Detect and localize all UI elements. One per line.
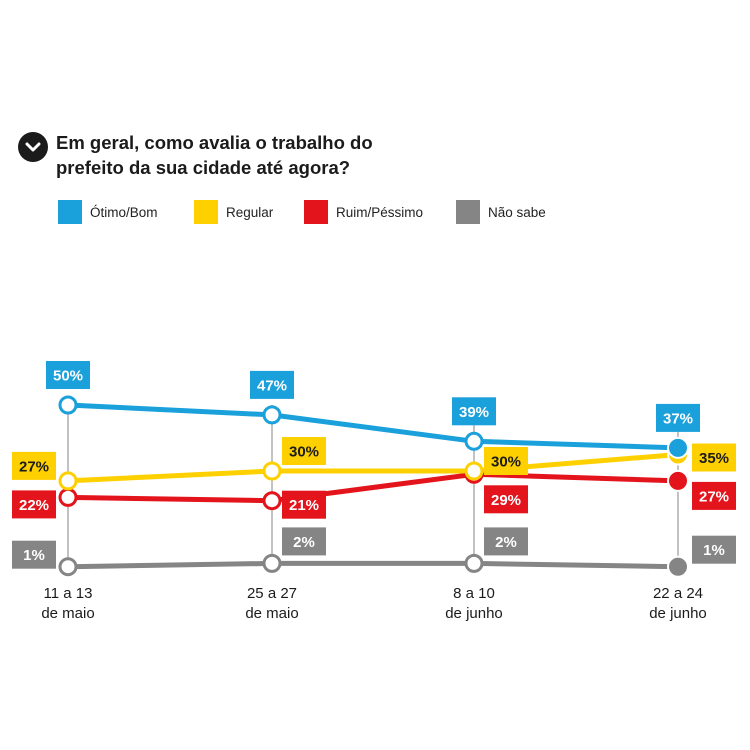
value-label: 30% <box>289 444 319 461</box>
data-point <box>58 557 78 577</box>
value-label-box <box>282 437 326 465</box>
data-point <box>667 555 689 578</box>
value-label: 27% <box>699 488 729 505</box>
value-label: 21% <box>289 497 319 514</box>
value-label-box <box>12 540 56 569</box>
data-point <box>58 471 78 491</box>
value-label-box <box>484 485 528 514</box>
legend-swatch <box>58 200 82 224</box>
x-tick-label: 25 a 27 <box>247 585 297 602</box>
data-point <box>262 405 282 425</box>
value-label: 29% <box>491 492 521 509</box>
value-label: 47% <box>257 377 287 394</box>
value-label-box <box>692 535 736 564</box>
series-line-3 <box>65 560 681 570</box>
legend-swatch <box>304 200 328 224</box>
value-label: 50% <box>53 368 83 385</box>
series-line-1 <box>65 452 681 484</box>
legend-item-otimo-bom: Ótimo/Bom <box>58 200 194 224</box>
value-label-box <box>282 490 326 519</box>
x-tick-label: de maio <box>41 605 94 622</box>
data-point <box>262 553 282 573</box>
x-tick-label: 11 a 13 <box>44 585 93 602</box>
data-point <box>667 436 689 459</box>
data-point <box>262 461 282 481</box>
chevron-down-icon[interactable] <box>18 132 48 162</box>
data-point <box>262 491 282 511</box>
legend-item-nao-sabe: Não sabe <box>456 200 546 224</box>
value-label: 37% <box>663 410 693 427</box>
series-line-0 <box>65 402 681 451</box>
legend-label: Não sabe <box>488 204 546 220</box>
value-label-box <box>484 527 528 556</box>
data-point <box>58 487 78 507</box>
value-label: 2% <box>293 534 315 551</box>
legend-item-regular: Regular <box>194 200 304 224</box>
value-label-box <box>12 451 56 480</box>
value-label: 35% <box>699 450 729 467</box>
value-label-box <box>46 361 90 389</box>
data-point <box>667 469 689 492</box>
legend-swatch <box>194 200 218 224</box>
value-label-box <box>250 370 294 399</box>
x-tick-label: de junho <box>649 605 707 622</box>
legend-label: Ruim/Péssimo <box>336 204 424 220</box>
legend-item-ruim-pessimo: Ruim/Péssimo <box>304 200 456 224</box>
value-label-box <box>656 403 700 432</box>
value-label: 22% <box>19 497 49 514</box>
legend-label: Regular <box>226 204 274 220</box>
x-tick-label: de maio <box>245 605 298 622</box>
value-label-box <box>692 443 736 472</box>
value-label: 2% <box>495 534 517 551</box>
value-label-box <box>484 447 528 475</box>
data-point <box>58 395 78 415</box>
legend-label: Ótimo/Bom <box>90 204 158 220</box>
legend-swatch <box>456 200 480 224</box>
value-label-box <box>12 490 56 519</box>
data-point <box>464 553 484 573</box>
x-tick-label: de junho <box>445 605 503 622</box>
x-tick-label: 22 a 24 <box>653 585 703 602</box>
chart-header: Em geral, como avalia o trabalho do pref… <box>18 130 396 180</box>
value-label-box <box>282 527 326 556</box>
legend: Ótimo/Bom Regular Ruim/Péssimo Não sabe <box>58 200 546 224</box>
chart-title: Em geral, como avalia o trabalho do pref… <box>56 132 373 178</box>
value-label: 1% <box>703 542 725 559</box>
value-label: 30% <box>491 454 521 471</box>
x-tick-label: 8 a 10 <box>453 585 495 602</box>
data-point <box>464 431 484 451</box>
value-label-box <box>452 397 496 426</box>
value-label: 39% <box>459 404 489 421</box>
data-point <box>464 461 484 481</box>
value-label: 27% <box>19 458 49 475</box>
value-label-box <box>692 481 736 510</box>
value-label: 1% <box>23 547 45 564</box>
series-line-2 <box>65 471 681 504</box>
